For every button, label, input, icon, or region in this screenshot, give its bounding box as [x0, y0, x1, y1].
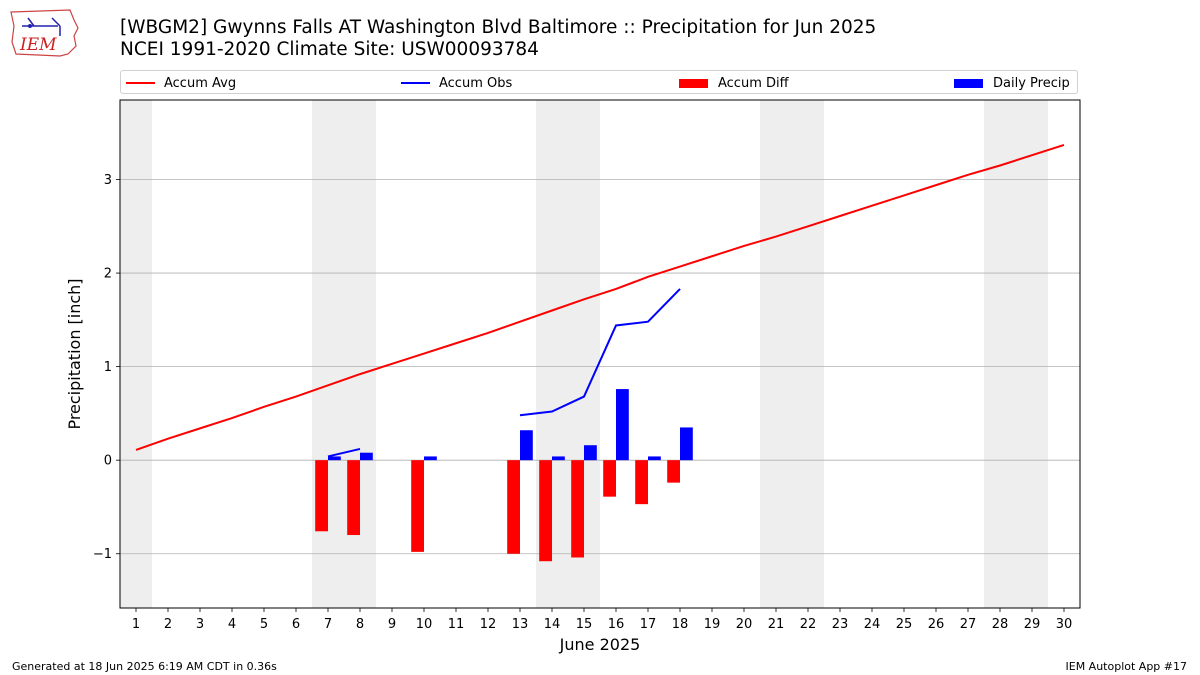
x-tick-label-24: 25	[896, 617, 913, 632]
daily-precip-bar	[520, 430, 533, 461]
x-tick-label-11: 12	[480, 617, 497, 632]
x-tick-label-23: 24	[864, 617, 881, 632]
daily-precip-bar	[584, 445, 597, 461]
x-tick-label-13: 14	[544, 617, 561, 632]
x-tick-label-5: 6	[292, 617, 300, 632]
x-tick-label-26: 27	[960, 617, 977, 632]
legend-swatch-accum-obs	[401, 82, 430, 84]
x-tick-label-15: 16	[608, 617, 625, 632]
x-tick-label-25: 26	[928, 617, 945, 632]
x-tick-label-6: 7	[324, 617, 332, 632]
daily-precip-bar	[328, 456, 341, 461]
x-tick-label-21: 22	[800, 617, 817, 632]
y-tick-label-2: 1	[104, 360, 112, 375]
weekend-shade-3	[760, 100, 824, 608]
accum-diff-bar	[507, 460, 520, 554]
legend-swatch-accum-diff	[679, 78, 708, 88]
accum-diff-bar	[411, 460, 424, 552]
x-tick-label-2: 3	[196, 617, 204, 632]
x-tick-label-20: 21	[768, 617, 785, 632]
x-axis-label: June 2025	[559, 635, 641, 654]
x-tick-label-29: 30	[1056, 617, 1073, 632]
legend-item-daily-precip: Daily Precip	[954, 73, 1070, 93]
plot-frame	[119, 99, 1081, 609]
x-tick-label-3: 4	[228, 617, 236, 632]
x-tick-label-1: 2	[164, 617, 172, 632]
legend-label-daily-precip: Daily Precip	[993, 75, 1070, 91]
legend-label-accum-avg: Accum Avg	[164, 75, 237, 91]
weekend-shade-0	[120, 100, 152, 608]
x-tick-label-12: 13	[512, 617, 529, 632]
x-tick-label-19: 20	[736, 617, 753, 632]
accum-diff-bar	[667, 460, 680, 483]
x-tick-label-17: 18	[672, 617, 689, 632]
weekend-shade-4	[984, 100, 1048, 608]
legend-label-accum-diff: Accum Diff	[718, 75, 789, 91]
accum-obs-line-0	[327, 447, 361, 458]
legend-swatch-daily-precip	[954, 78, 983, 88]
y-tick-label-3: 2	[104, 267, 112, 282]
daily-precip-bar	[424, 456, 437, 461]
daily-precip-bar	[648, 456, 661, 461]
x-tick-label-14: 15	[576, 617, 593, 632]
footer-app-label: IEM Autoplot App #17	[1065, 660, 1188, 673]
accum-diff-bar	[571, 460, 584, 558]
x-tick-label-4: 5	[260, 617, 268, 632]
accum-avg-line	[135, 143, 1065, 451]
x-tick-label-9: 10	[416, 617, 433, 632]
legend: Accum Avg Accum Obs Accum Diff Daily Pre…	[120, 70, 1078, 94]
y-tick-label-4: 3	[104, 173, 112, 188]
legend-label-accum-obs: Accum Obs	[439, 75, 513, 91]
x-tick-label-27: 28	[992, 617, 1009, 632]
accum-diff-bar	[347, 460, 360, 536]
accum-diff-bar	[635, 460, 648, 505]
x-tick-label-16: 17	[640, 617, 657, 632]
x-tick-label-7: 8	[356, 617, 364, 632]
legend-item-accum-avg: Accum Avg	[126, 73, 236, 93]
title-line-2: NCEI 1991-2020 Climate Site: USW00093784	[120, 39, 539, 60]
daily-precip-bar	[360, 452, 373, 461]
legend-item-accum-diff: Accum Diff	[679, 73, 789, 93]
x-tick-label-28: 29	[1024, 617, 1041, 632]
accum-diff-bar	[539, 460, 552, 562]
chart-title: [WBGM2] Gwynns Falls AT Washington Blvd …	[120, 17, 876, 61]
x-tick-label-8: 9	[388, 617, 396, 632]
weekend-shade-1	[312, 100, 376, 608]
x-tick-label-18: 19	[704, 617, 721, 632]
daily-precip-bar	[616, 389, 629, 461]
title-line-1: [WBGM2] Gwynns Falls AT Washington Blvd …	[120, 17, 877, 38]
daily-precip-bar	[680, 427, 693, 461]
x-tick-label-10: 11	[448, 617, 465, 632]
legend-item-accum-obs: Accum Obs	[401, 73, 512, 93]
accum-obs-line-1	[519, 288, 681, 417]
legend-swatch-accum-avg	[126, 82, 155, 84]
svg-text:IEM: IEM	[19, 35, 57, 55]
x-tick-label-22: 23	[832, 617, 849, 632]
y-tick-label-0: −1	[93, 547, 112, 562]
x-tick-label-0: 1	[132, 617, 140, 632]
y-tick-label-1: 0	[104, 454, 112, 469]
daily-precip-bar	[552, 456, 565, 461]
iem-logo: IEM	[10, 9, 79, 57]
footer-generated: Generated at 18 Jun 2025 6:19 AM CDT in …	[12, 660, 277, 673]
accum-diff-bar	[315, 460, 328, 532]
accum-diff-bar	[603, 460, 616, 497]
y-axis-label: Precipitation [inch]	[65, 278, 84, 429]
